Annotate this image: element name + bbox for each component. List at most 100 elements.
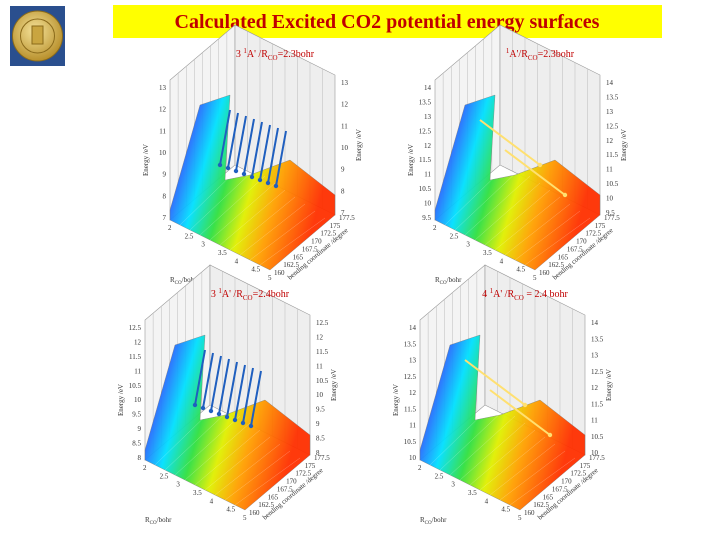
r-axis-unit: /bohr <box>447 276 462 284</box>
z-tick-label: 11 <box>409 422 416 430</box>
angle-tick-label: 160 <box>524 509 535 517</box>
angle-tick-label: 167.5 <box>302 245 318 253</box>
transition-arrow <box>250 370 262 427</box>
r-tick-label: 2.5 <box>450 232 459 240</box>
r-axis-unit: /bohr <box>182 276 197 284</box>
z-tick-label: 13 <box>591 352 599 360</box>
arrow-head <box>273 183 279 189</box>
r-axis-title: RCO/bohr <box>435 276 462 286</box>
z-tick-label: 8.5 <box>132 440 141 448</box>
z-axis-title: Energy /eV <box>605 369 613 401</box>
mesh-line <box>194 429 261 486</box>
label-prefix: 3 <box>211 289 219 300</box>
r-tick-label: 2.5 <box>185 232 194 240</box>
z-axis-title: Energy /eV <box>355 129 363 161</box>
z-tick-label: 10.5 <box>419 185 432 193</box>
mesh-line <box>494 196 561 251</box>
r-tick-label: 4.5 <box>516 266 525 274</box>
z-tick-label: 12.5 <box>419 127 432 135</box>
label-sup: 1 <box>490 287 494 295</box>
angle-tick-label: 167.5 <box>552 485 568 493</box>
z-tick-label: 14 <box>606 79 614 87</box>
z-tick-label: 12.5 <box>129 324 142 332</box>
r-axis-main: R <box>435 276 440 284</box>
label-sup: 1 <box>506 47 510 55</box>
angle-tick-label: 172.5 <box>585 230 601 238</box>
r-axis-title: RCO/bohr <box>420 516 447 526</box>
r-axis-main: R <box>420 516 425 524</box>
angle-tick-label: 162.5 <box>533 501 549 509</box>
transition-arrow <box>259 124 271 181</box>
r-axis-sub: CO <box>150 521 157 526</box>
transition-arrow <box>194 349 206 406</box>
mesh-line <box>499 450 566 501</box>
arrow-head <box>233 168 239 174</box>
z-tick-label: 9.5 <box>422 214 431 222</box>
z-tick-label: 10 <box>591 449 599 457</box>
energy-surface <box>434 94 601 271</box>
angle-tick-label: 167.5 <box>277 485 293 493</box>
angle-tick-label: 177.5 <box>589 454 605 462</box>
arrow-head <box>240 420 246 426</box>
arrow-head <box>216 411 222 417</box>
energy-surface <box>169 94 336 271</box>
mesh-line <box>454 168 521 231</box>
slide-title: Calculated Excited CO2 potential energy … <box>175 11 600 33</box>
r-tick-label: 4.5 <box>226 506 235 514</box>
mesh-line <box>469 429 536 486</box>
label-sub: CO <box>268 54 278 62</box>
r-tick-label: 4 <box>500 257 504 265</box>
z-tick-label: 10 <box>409 454 417 462</box>
r-axis-title: RCO/bohr <box>145 516 172 526</box>
r-tick-label: 4 <box>235 257 239 265</box>
z-tick-label: 13 <box>409 357 417 365</box>
z-tick-label: 10.5 <box>606 180 619 188</box>
z-tick-label: 13.5 <box>404 340 417 348</box>
z-tick-label: 11.5 <box>404 405 416 413</box>
z-tick-label: 10 <box>606 195 614 203</box>
z-tick-label: 11 <box>341 122 348 130</box>
z-tick-label: 8 <box>163 192 167 200</box>
panel-label: 4 1A' /RCO = 2.4 bohr <box>482 287 568 302</box>
label-mid: A' /R <box>493 289 514 300</box>
z-tick-label: 10 <box>424 200 432 208</box>
arrow-head <box>192 402 198 408</box>
label-sup: 1 <box>218 287 222 295</box>
label-prefix: 3 <box>236 49 244 60</box>
r-tick-label: 3.5 <box>218 249 227 257</box>
angle-tick-label: 175 <box>330 222 341 230</box>
mesh-line <box>524 217 591 266</box>
r-tick-label: 2 <box>168 224 172 232</box>
z-axis-title: Energy /eV <box>620 129 628 161</box>
z-tick-label: 11 <box>424 171 431 179</box>
angle-tick-label: 160 <box>274 269 285 277</box>
z-tick-label: 13 <box>159 84 167 92</box>
z-tick-label: 12.5 <box>606 122 619 130</box>
angle-tick-label: 175 <box>305 462 316 470</box>
z-tick-label: 8.5 <box>316 435 325 443</box>
r-tick-label: 3.5 <box>468 489 477 497</box>
z-tick-label: 13 <box>341 79 349 87</box>
r-axis-sub: CO <box>440 281 447 286</box>
z-tick-label: 9.5 <box>606 209 615 217</box>
angle-tick-label: 162.5 <box>283 261 299 269</box>
angle-tick-label: 165 <box>558 253 569 261</box>
arrow-head <box>562 192 568 198</box>
r-tick-label: 3.5 <box>483 249 492 257</box>
z-tick-label: 12 <box>409 389 417 397</box>
r-tick-label: 3 <box>201 241 205 249</box>
transition-arrow <box>210 355 222 412</box>
z-tick-label: 12 <box>341 101 349 109</box>
r-tick-label: 2.5 <box>435 472 444 480</box>
angle-tick-label: 175 <box>580 462 591 470</box>
z-tick-label: 12 <box>591 384 599 392</box>
angle-tick-label: 162.5 <box>258 501 274 509</box>
transition-arrow <box>226 361 238 418</box>
mesh-line <box>234 457 301 506</box>
r-tick-label: 5 <box>268 274 272 282</box>
z-tick-label: 7 <box>341 209 345 217</box>
z-tick-label: 9.5 <box>316 406 325 414</box>
arrow-head <box>217 162 223 168</box>
mesh-line <box>249 210 316 261</box>
